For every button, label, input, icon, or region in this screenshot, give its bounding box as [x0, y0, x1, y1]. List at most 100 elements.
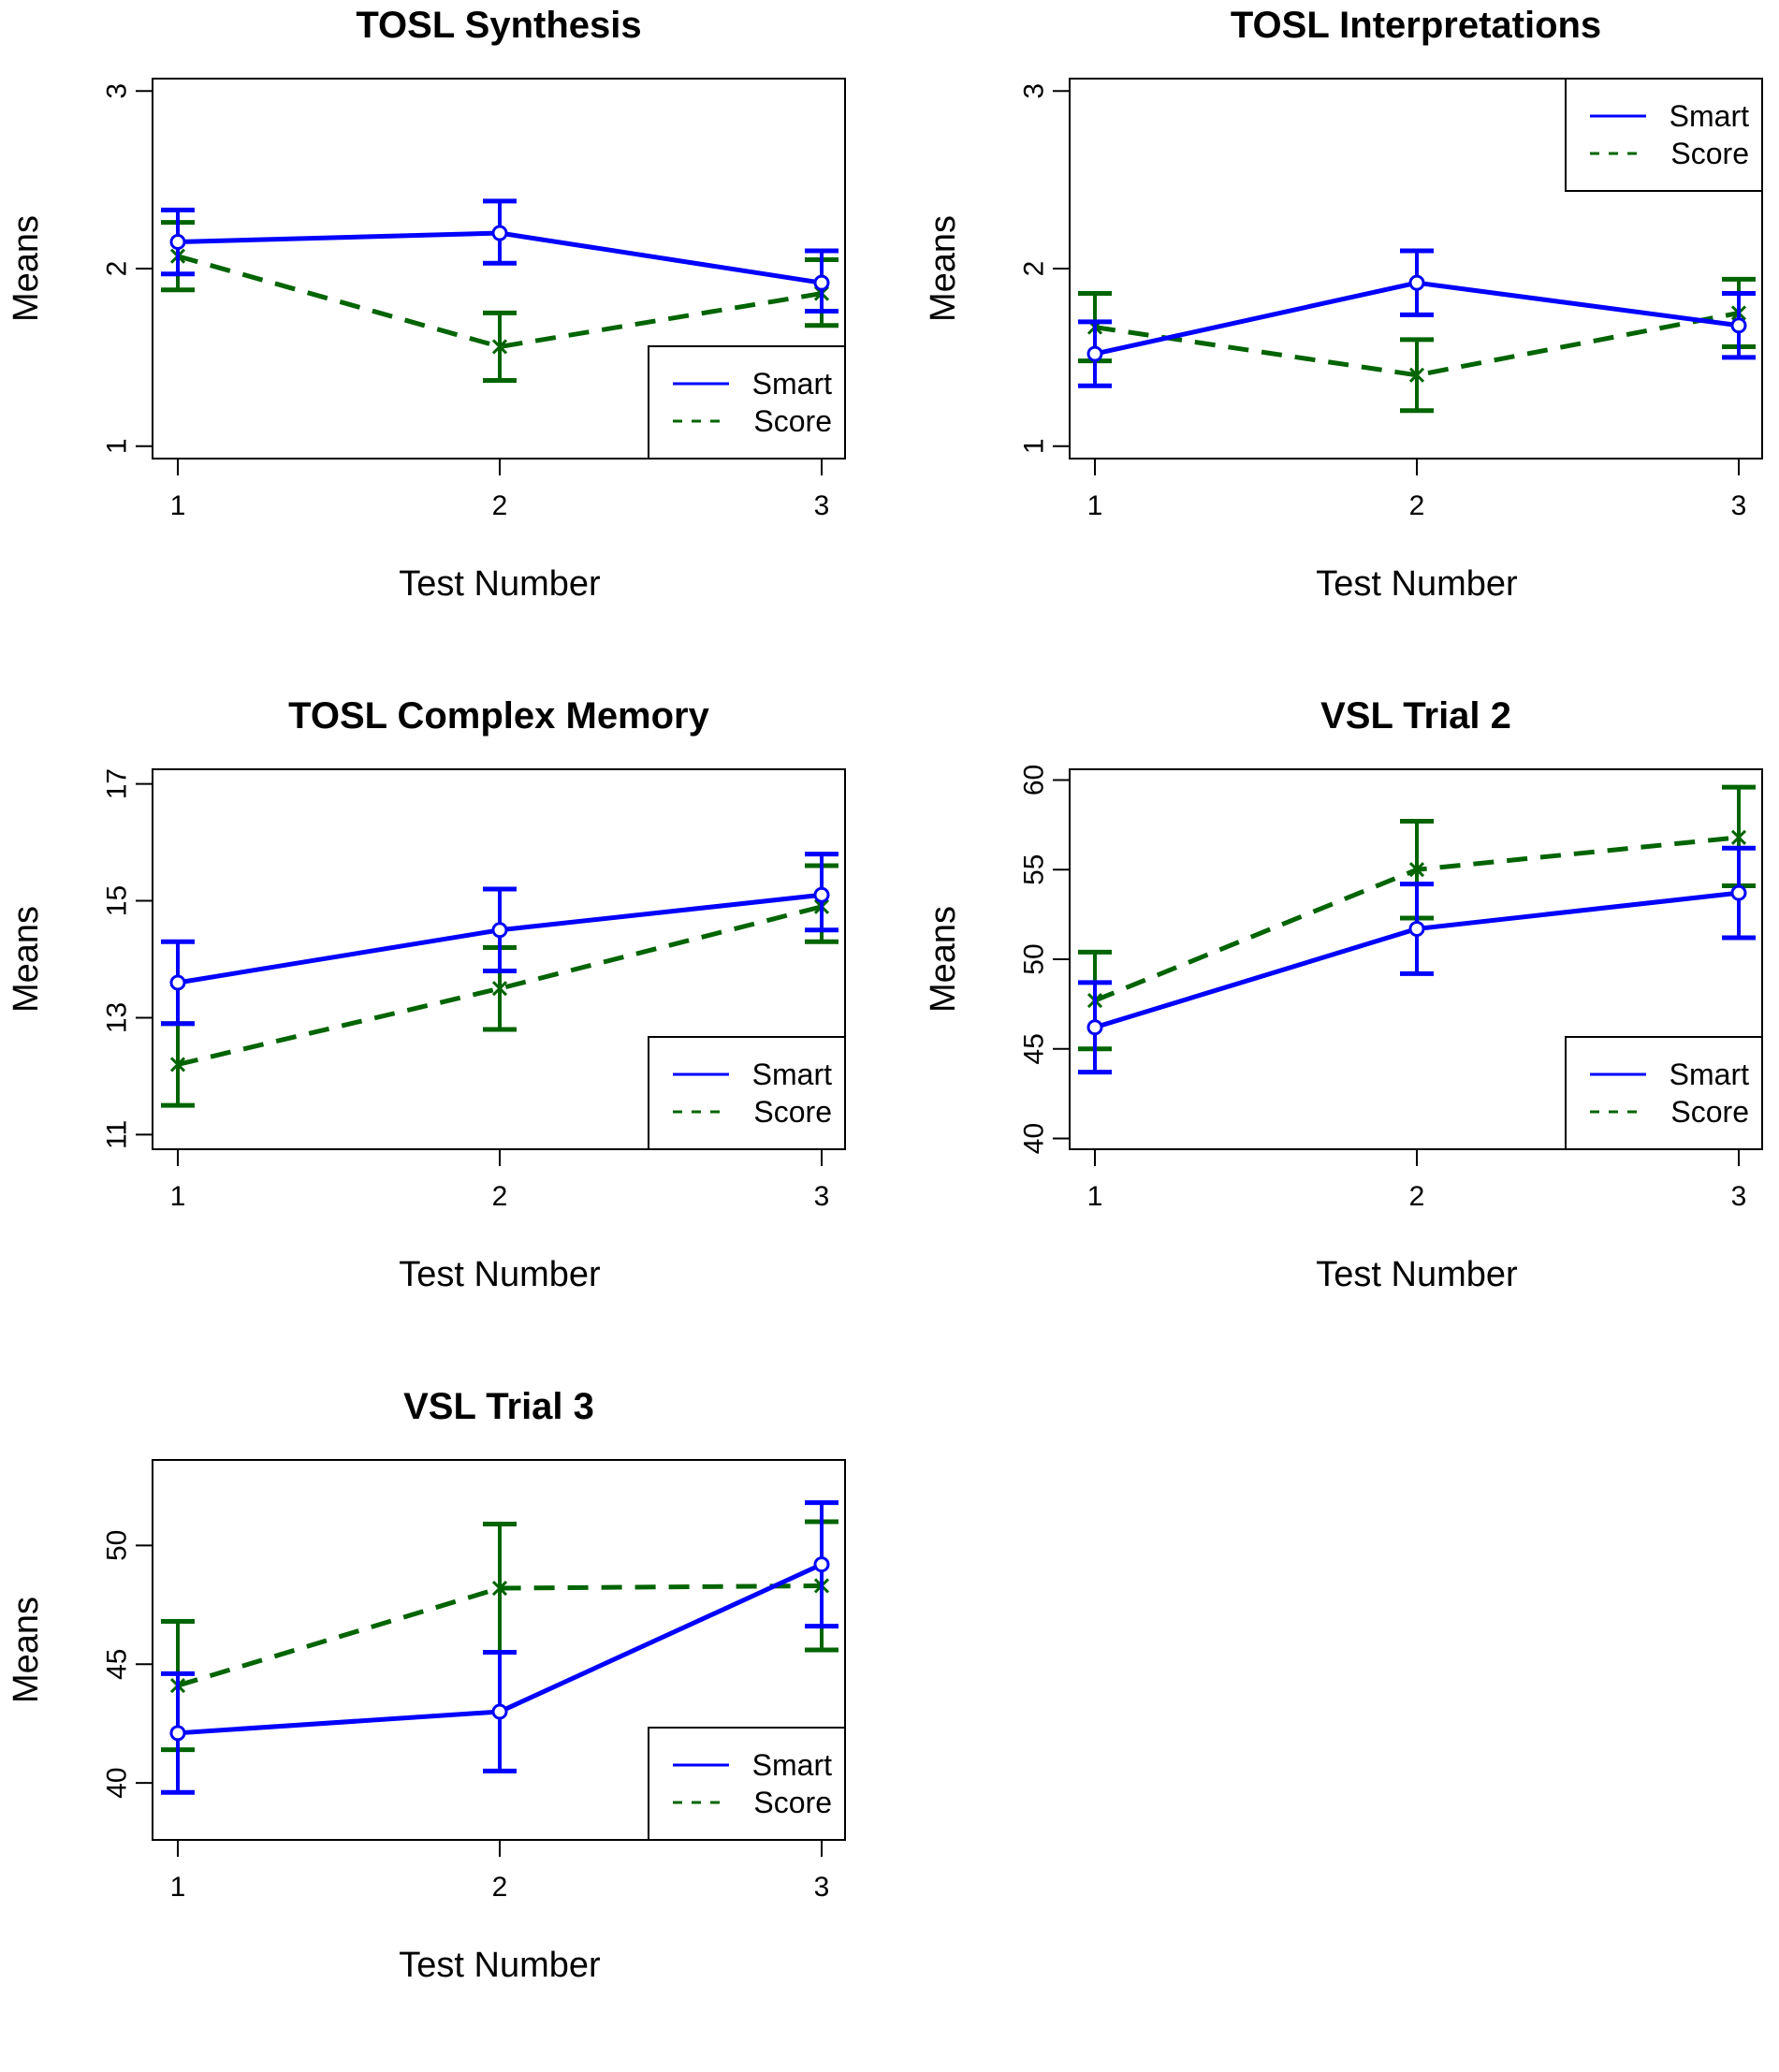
legend-box	[648, 345, 846, 460]
data-point-smart	[1086, 1019, 1103, 1036]
chart-title: TOSL Synthesis	[356, 5, 641, 46]
data-point-score	[1408, 367, 1425, 383]
data-point-smart	[491, 225, 508, 241]
y-tick-label: 55	[1019, 854, 1050, 885]
y-tick-label: 3	[1019, 83, 1050, 99]
y-axis-label: Means	[7, 906, 46, 1013]
x-tick-label: 1	[1087, 490, 1103, 521]
chart-svg: TOSL Complex Memory 11 13 15 17 1 2 3 Test Numbe…	[7, 695, 846, 1294]
data-point-smart	[1408, 920, 1425, 937]
data-point-score	[169, 1057, 186, 1072]
chart-panel-tosl-synthesis: TOSL Synthesis 1 2 3 1 2 3 Test Number Means Smar…	[0, 0, 889, 691]
y-tick-label: 17	[102, 768, 133, 799]
data-point-smart	[813, 1556, 830, 1573]
series-line-score	[177, 1583, 823, 1688]
series-line-score	[1094, 310, 1740, 378]
x-tick-label: 1	[170, 1181, 186, 1212]
data-point-smart	[491, 922, 508, 939]
y-tick-label: 50	[1019, 943, 1050, 974]
chart-title: TOSL Complex Memory	[288, 695, 710, 737]
y-tick-label: 15	[102, 885, 133, 916]
x-tick-label: 3	[814, 490, 830, 521]
y-axis-label: Means	[924, 906, 963, 1013]
legend-label-score: Score	[753, 404, 832, 438]
x-tick-label: 2	[492, 490, 508, 521]
legend-label-smart: Smart	[752, 1748, 832, 1782]
chart-panel-tosl-complex-memory: TOSL Complex Memory 11 13 15 17 1 2 3 Test Numbe…	[0, 691, 889, 1381]
y-tick-label: 1	[102, 438, 133, 454]
data-point-score	[491, 981, 508, 997]
x-tick-label: 3	[1731, 490, 1747, 521]
data-point-smart	[1408, 274, 1425, 291]
legend-box	[1565, 78, 1763, 192]
chart-svg: TOSL Interpretations 1 2 3 1 2 3 Test Number Mea…	[924, 5, 1763, 604]
y-tick-label: 45	[1019, 1033, 1050, 1064]
y-tick-label: 45	[102, 1649, 133, 1680]
x-tick-label: 1	[170, 490, 186, 521]
legend-label-score: Score	[753, 1786, 832, 1819]
chart-panel-tosl-interpretations: TOSL Interpretations 1 2 3 1 2 3 Test Number Mea…	[917, 0, 1779, 691]
chart-svg: TOSL Synthesis 1 2 3 1 2 3 Test Number Means Smar…	[7, 5, 846, 604]
x-axis-label: Test Number	[1316, 564, 1518, 604]
data-point-smart	[1086, 345, 1103, 362]
series-line-score	[177, 254, 823, 350]
legend-label-smart: Smart	[1670, 99, 1749, 133]
chart-panel-vsl-trial-2: VSL Trial 2 40 45 50 55 60 1 2 3 Test Number Means…	[917, 691, 1779, 1381]
series-smart	[161, 198, 838, 314]
data-point-score	[491, 339, 508, 355]
x-tick-label: 3	[814, 1872, 830, 1903]
y-tick-label: 2	[102, 261, 133, 277]
data-point-smart	[813, 886, 830, 903]
x-tick-label: 2	[1409, 1181, 1425, 1212]
chart-svg: VSL Trial 3 40 45 50 1 2 3 Test Number Means Smar…	[7, 1386, 846, 1985]
y-tick-label: 40	[102, 1767, 133, 1798]
series-smart	[1078, 845, 1756, 1075]
x-tick-label: 2	[492, 1872, 508, 1903]
y-tick-label: 60	[1019, 765, 1050, 795]
series-smart	[161, 1500, 838, 1795]
legend-label-smart: Smart	[752, 1058, 832, 1091]
x-tick-label: 1	[170, 1872, 186, 1903]
figure: TOSL Synthesis 1 2 3 1 2 3 Test Number Means Smar…	[0, 0, 1779, 1985]
x-tick-label: 1	[1087, 1181, 1103, 1212]
data-point-score	[1408, 862, 1425, 878]
x-tick-label: 2	[1409, 490, 1425, 521]
legend-box	[648, 1036, 846, 1150]
data-point-score	[1730, 829, 1747, 845]
y-axis-label: Means	[7, 215, 46, 322]
x-axis-label: Test Number	[399, 1255, 601, 1294]
data-point-smart	[1730, 884, 1747, 901]
data-point-smart	[169, 234, 186, 251]
chart-title: VSL Trial 3	[403, 1386, 594, 1427]
y-tick-label: 1	[1019, 438, 1050, 454]
legend-label-score: Score	[1670, 137, 1749, 170]
data-point-smart	[169, 974, 186, 991]
data-point-smart	[1730, 317, 1747, 334]
data-point-smart	[169, 1725, 186, 1742]
y-tick-label: 2	[1019, 261, 1050, 277]
series-smart	[1078, 248, 1756, 388]
chart-title: VSL Trial 2	[1320, 695, 1511, 737]
legend-label-smart: Smart	[752, 367, 832, 401]
series-line-score	[177, 904, 823, 1067]
series-smart	[161, 852, 838, 1027]
data-point-smart	[813, 274, 830, 291]
y-tick-label: 11	[102, 1120, 133, 1149]
legend: Smart Score	[648, 1727, 846, 1841]
chart-title: TOSL Interpretations	[1231, 5, 1601, 46]
x-axis-label: Test Number	[399, 1946, 601, 1985]
legend: Smart Score	[1565, 78, 1763, 192]
x-axis-label: Test Number	[1316, 1255, 1518, 1294]
x-tick-label: 3	[814, 1181, 830, 1212]
x-tick-label: 2	[492, 1181, 508, 1212]
chart-svg: VSL Trial 2 40 45 50 55 60 1 2 3 Test Number Means…	[924, 695, 1763, 1294]
legend-box	[1565, 1036, 1763, 1150]
data-point-smart	[491, 1703, 508, 1720]
chart-panel-vsl-trial-3: VSL Trial 3 40 45 50 1 2 3 Test Number Means Smar…	[0, 1381, 889, 2072]
y-tick-label: 3	[102, 83, 133, 99]
x-axis-label: Test Number	[399, 564, 601, 604]
y-tick-label: 50	[102, 1530, 133, 1561]
